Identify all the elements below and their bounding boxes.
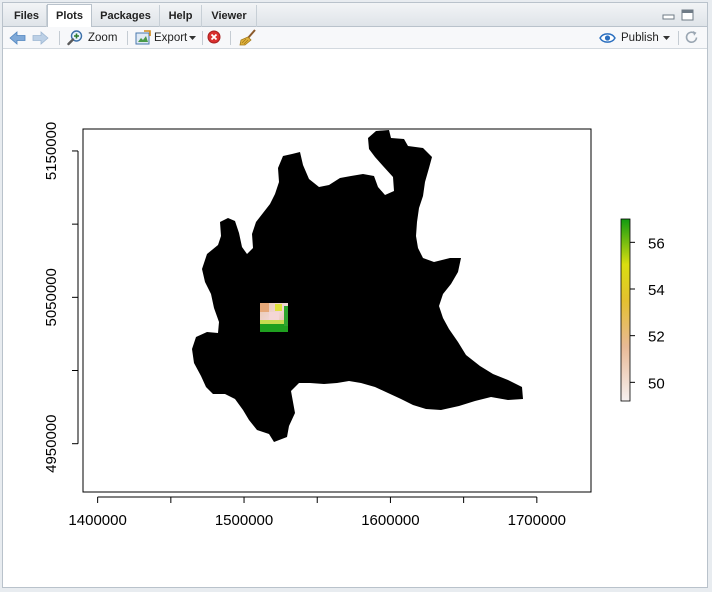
export-icon (135, 30, 151, 45)
publish-icon (599, 33, 616, 43)
chevron-down-icon (663, 36, 670, 40)
legend-tick-label: 50 (648, 375, 665, 392)
x-tick-label: 1600000 (361, 512, 419, 529)
raster-cell (269, 312, 279, 320)
export-button[interactable]: Export (133, 29, 199, 47)
legend-colorbar (620, 218, 631, 402)
remove-plot-icon[interactable] (207, 30, 221, 44)
tab-help[interactable]: Help (160, 5, 202, 27)
y-tick-label: 5050000 (43, 268, 60, 326)
raster-cell (260, 324, 288, 332)
legend: 50 52 54 56 (630, 235, 665, 392)
forward-arrow-icon[interactable] (32, 30, 49, 46)
y-axis: 4950000 5050000 5150000 (43, 122, 79, 473)
x-tick-label: 1700000 (508, 512, 566, 529)
maximize-icon[interactable] (681, 9, 694, 21)
refresh-icon[interactable] (684, 30, 699, 45)
tab-viewer[interactable]: Viewer (202, 5, 257, 27)
plot-frame (82, 128, 592, 493)
broom-icon[interactable] (239, 29, 257, 46)
raster-cell (284, 306, 288, 326)
raster-cell (260, 303, 269, 312)
chevron-down-icon (189, 36, 196, 40)
plot-viewport: 1400000 1500000 1600000 1700000 4950000 5050… (3, 50, 707, 587)
minimize-icon[interactable] (662, 9, 675, 21)
tab-plots[interactable]: Plots (47, 4, 92, 27)
plots-toolbar: Zoom Export (3, 27, 707, 49)
x-axis: 1400000 1500000 1600000 1700000 (68, 496, 566, 529)
legend-tick-label: 54 (648, 282, 665, 299)
legend-tick-label: 52 (648, 329, 665, 346)
x-tick-label: 1500000 (215, 512, 273, 529)
raster-cell (275, 304, 282, 311)
publish-label: Publish (621, 32, 659, 44)
publish-button[interactable]: Publish (597, 29, 670, 47)
region-map-shape (192, 130, 523, 442)
plot-canvas: 1400000 1500000 1600000 1700000 49500005050… (43, 122, 665, 529)
raster-cell (260, 320, 288, 324)
tab-packages[interactable]: Packages (92, 5, 160, 27)
legend-tick-label: 56 (648, 235, 665, 252)
tab-bar: Files Plots Packages Help Viewer (3, 3, 707, 27)
y-tick-label: 5150000 (43, 122, 60, 180)
zoom-button[interactable]: Zoom (65, 29, 125, 47)
back-arrow-icon[interactable] (9, 30, 26, 46)
export-label: Export (154, 32, 188, 44)
tab-files[interactable]: Files (7, 5, 47, 27)
x-tick-label: 1400000 (68, 512, 126, 529)
y-tick-label: 4950000 (43, 414, 60, 472)
zoom-label: Zoom (88, 32, 118, 44)
zoom-icon (67, 30, 83, 46)
